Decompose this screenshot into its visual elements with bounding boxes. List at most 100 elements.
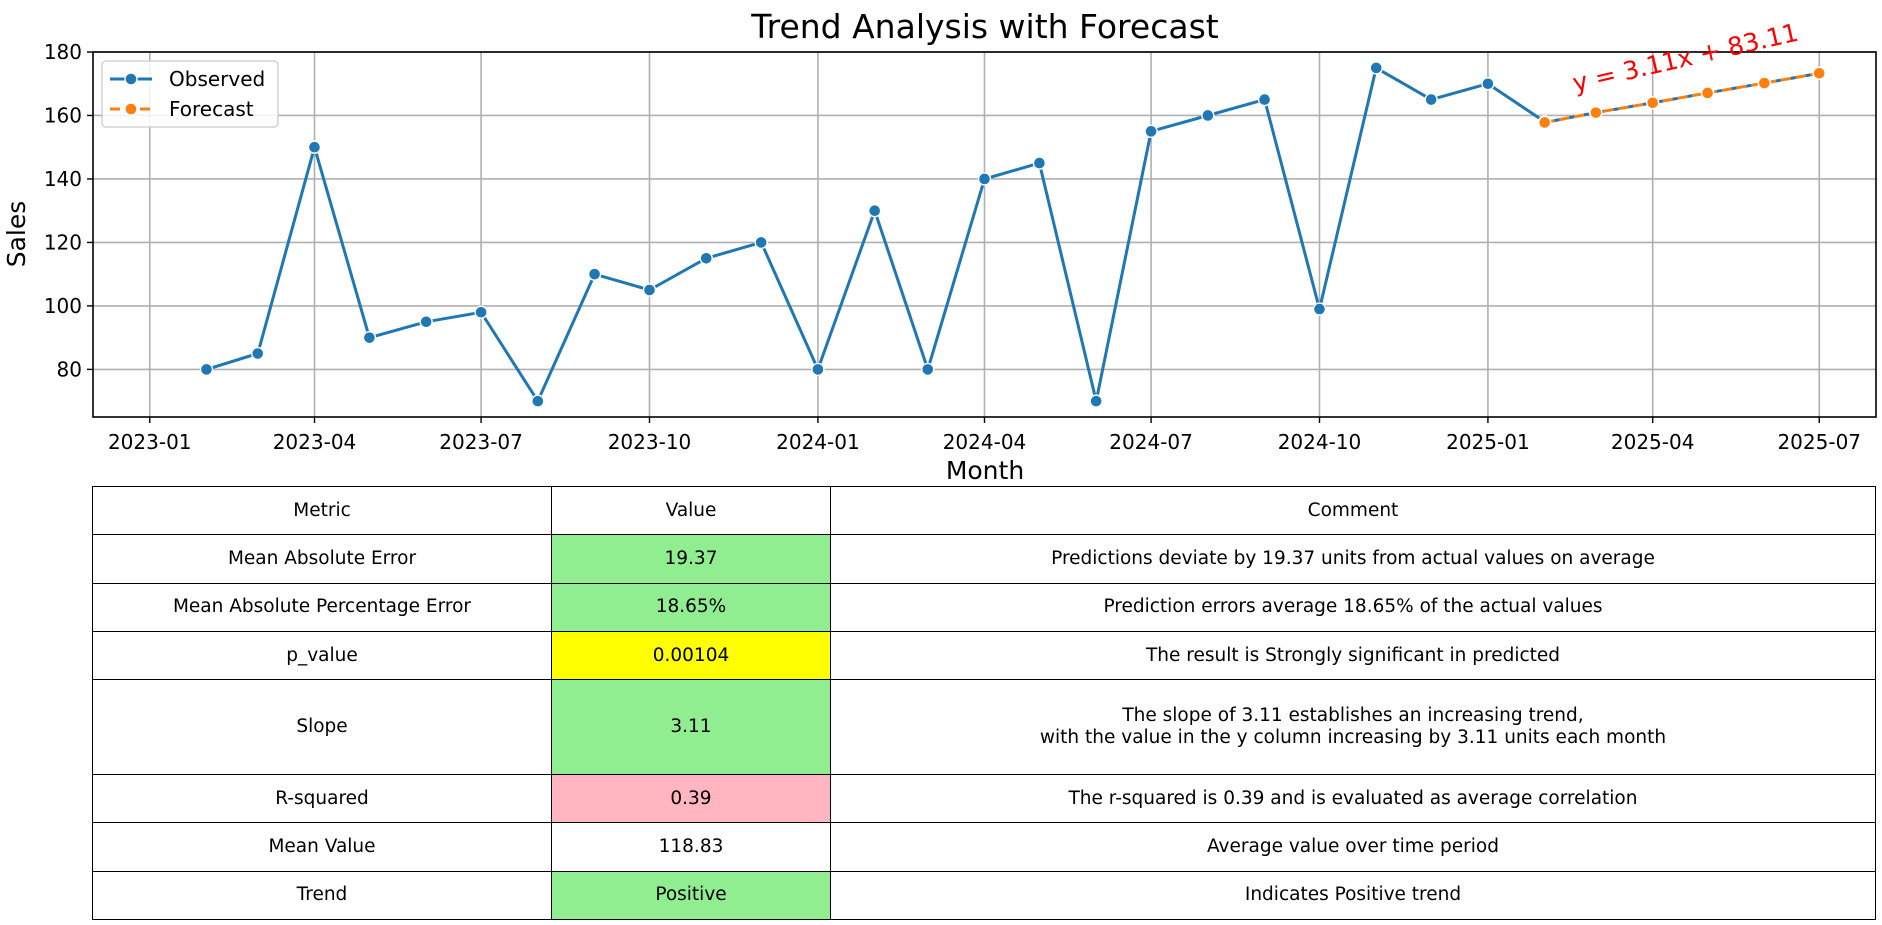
data-point-observed	[1369, 61, 1383, 75]
comment-line: Average value over time period	[1206, 835, 1499, 857]
y-tick-label: 80	[57, 357, 82, 381]
data-point-observed	[754, 235, 768, 250]
comment-line: The r-squared is 0.39 and is evaluated a…	[1068, 787, 1638, 809]
metric-cell: p_value	[92, 631, 552, 681]
comment-line: The slope of 3.11 establishes an increas…	[1122, 705, 1584, 727]
data-point-observed	[531, 394, 545, 408]
comment-cell: The result is Strongly significant in pr…	[830, 631, 1876, 681]
trend-chart: Trend Analysis with Forecast 2023-01 2023…	[2, 7, 1877, 485]
x-tick-label: 2023-10	[608, 430, 692, 454]
comment-line: Predictions deviate by 19.37 units from …	[1051, 548, 1655, 570]
legend-marker	[124, 102, 138, 116]
comment-line: with the value in the y column increasin…	[1039, 727, 1667, 749]
legend-label-observed: Observed	[169, 67, 265, 91]
table-row: Mean Absolute Percentage Error 18.65% Pred…	[92, 582, 1876, 633]
comment-cell: Indicates Positive trend	[830, 870, 1876, 921]
legend-marker	[124, 72, 138, 86]
series-line-observed	[206, 66, 1546, 403]
data-point-observed	[199, 362, 214, 377]
forecast-overlay-line	[1544, 71, 1820, 124]
data-point-observed	[1032, 156, 1047, 170]
comment-cell: Prediction errors average 18.65% of the …	[830, 582, 1876, 633]
data-point-observed	[1312, 302, 1327, 316]
table-row: p_value 0.00104 The result is Strongly sig…	[92, 631, 1876, 681]
comment-line: Indicates Positive trend	[1244, 884, 1462, 906]
comment-cell: The r-squared is 0.39 and is evaluated a…	[830, 773, 1876, 824]
data-point-observed	[1257, 92, 1272, 107]
table-row: Trend Positive Indicates Positive trend	[92, 870, 1876, 921]
grid-lines	[93, 51, 1876, 417]
series-layer	[199, 61, 1826, 408]
metric-cell: Mean Value	[92, 822, 552, 872]
value-cell: 0.39	[551, 773, 831, 824]
metric-cell: Slope	[92, 679, 552, 775]
y-tick-label: 160	[44, 103, 82, 127]
value-cell: 0.00104	[551, 631, 831, 681]
axis-ticks: 2023-01 2023-04 2023-07 2023-10 2024-01 2024-…	[44, 40, 1861, 454]
header-comment: Comment	[830, 485, 1876, 536]
legend: Observed Forecast	[101, 60, 279, 128]
x-tick-label: 2024-01	[776, 430, 860, 454]
table-row: Mean Value 118.83 Average value over time …	[92, 822, 1876, 872]
comment-cell: The slope of 3.11 establishes an increas…	[830, 679, 1876, 775]
data-point-observed	[811, 362, 825, 377]
y-tick-label: 180	[44, 40, 82, 64]
data-point-observed	[642, 283, 657, 297]
x-tick-label: 2024-07	[1109, 430, 1193, 454]
value-cell: 18.65%	[551, 582, 831, 633]
x-tick-label: 2024-04	[943, 430, 1027, 454]
x-tick-label: 2023-04	[273, 430, 357, 454]
data-point-observed	[307, 140, 322, 154]
y-tick-label: 100	[44, 294, 82, 318]
value-cell: 118.83	[551, 822, 831, 872]
table-row: Mean Absolute Error 19.37 Predictions devi…	[92, 534, 1876, 584]
x-tick-label: 2025-07	[1777, 430, 1861, 454]
y-tick-label: 140	[44, 167, 82, 191]
data-point-forecast	[1757, 76, 1772, 90]
data-point-observed	[921, 362, 935, 377]
data-point-observed	[587, 267, 602, 281]
chart-title: Trend Analysis with Forecast	[750, 7, 1218, 46]
y-axis-label: Sales	[2, 201, 31, 268]
metric-cell: Mean Absolute Percentage Error	[92, 582, 552, 633]
series-line-forecast	[1544, 71, 1820, 124]
value-cell: 19.37	[551, 534, 831, 584]
x-tick-label: 2023-01	[108, 430, 192, 454]
data-point-observed	[419, 315, 433, 329]
x-tick-label: 2025-04	[1611, 430, 1695, 454]
data-point-observed	[977, 172, 992, 186]
header-value: Value	[551, 485, 831, 536]
table-row: Slope 3.11 The slope of 3.11 establishes a…	[92, 679, 1876, 775]
data-point-forecast	[1645, 96, 1660, 110]
data-point-observed	[362, 330, 377, 345]
comment-cell: Predictions deviate by 19.37 units from …	[830, 534, 1876, 584]
data-point-forecast	[1589, 105, 1603, 120]
x-axis-label: Month	[946, 456, 1024, 485]
comment-cell: Average value over time period	[830, 822, 1876, 872]
data-point-observed	[699, 251, 713, 266]
data-point-observed	[1424, 92, 1438, 107]
metrics-table: Metric Value Comment Mean Absolute Error…	[92, 485, 1876, 921]
x-tick-label: 2025-01	[1446, 430, 1530, 454]
x-tick-label: 2023-07	[439, 430, 523, 454]
value-cell: Positive	[551, 870, 831, 921]
table-header-row: Metric Value Comment	[92, 485, 1876, 536]
x-tick-label: 2024-10	[1278, 430, 1362, 454]
data-point-observed	[1089, 394, 1103, 408]
comment-line: Prediction errors average 18.65% of the …	[1103, 596, 1603, 618]
data-point-forecast	[1700, 86, 1715, 100]
metric-cell: R-squared	[92, 773, 552, 824]
data-point-observed	[474, 305, 488, 319]
data-point-forecast	[1537, 115, 1552, 130]
metric-cell: Mean Absolute Error	[92, 534, 552, 584]
y-tick-label: 120	[44, 230, 82, 254]
data-point-observed	[1201, 108, 1215, 123]
metric-cell: Trend	[92, 870, 552, 921]
data-point-observed	[251, 346, 265, 361]
data-point-observed	[1481, 77, 1495, 91]
data-point-observed	[867, 203, 882, 218]
legend-label-forecast: Forecast	[169, 97, 254, 121]
value-cell: 3.11	[551, 679, 831, 775]
data-point-observed	[1144, 124, 1158, 139]
data-point-forecast	[1812, 66, 1826, 80]
